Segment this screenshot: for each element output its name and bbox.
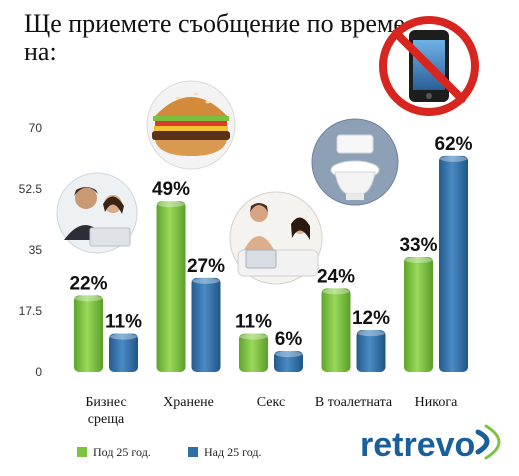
bar-over-25 xyxy=(356,330,386,372)
bar-highlight xyxy=(240,333,267,340)
legend-swatch-under-25 xyxy=(77,447,87,457)
category-label: Никога xyxy=(415,395,458,410)
bar-highlight xyxy=(110,333,137,340)
data-label-over-25: 6% xyxy=(275,329,303,350)
data-label-over-25: 27% xyxy=(187,256,225,277)
bar-highlight xyxy=(357,330,385,337)
category-label: Секс xyxy=(257,395,285,410)
legend-label-under-25: Под 25 год. xyxy=(93,445,151,459)
logo-swoosh xyxy=(475,429,490,455)
y-axis: 0 17.5 35 52.5 70 xyxy=(19,121,43,379)
bar-under-25 xyxy=(74,295,103,372)
bar-over-25 xyxy=(274,351,303,372)
data-label-under-25: 22% xyxy=(69,273,107,294)
chart-title-line-2: на: xyxy=(24,37,57,66)
burger-photo xyxy=(146,80,236,170)
toilet-photo xyxy=(311,118,399,206)
bar-under-25 xyxy=(156,201,186,372)
data-label-under-25: 24% xyxy=(317,266,355,287)
logo-swoosh-accent xyxy=(484,424,501,460)
bar-highlight xyxy=(275,351,302,358)
bar-over-25 xyxy=(439,155,468,372)
category-label: среща xyxy=(88,412,125,427)
y-tick-label: 0 xyxy=(35,365,42,379)
legend: Под 25 год. Над 25 год. xyxy=(77,445,261,459)
data-label-under-25: 11% xyxy=(235,312,272,333)
bar-highlight xyxy=(192,277,220,284)
y-tick-label: 35 xyxy=(29,243,43,257)
bar-under-25 xyxy=(404,256,433,372)
y-tick-label: 70 xyxy=(29,121,43,135)
bar-highlight xyxy=(405,256,432,263)
bar-highlight xyxy=(322,288,350,295)
bar-under-25 xyxy=(321,288,351,372)
bars xyxy=(74,155,468,372)
bar-over-25 xyxy=(109,333,138,372)
category-label: Бизнес xyxy=(85,395,126,410)
data-label-under-25: 49% xyxy=(152,179,190,200)
bar-over-25 xyxy=(191,277,221,372)
y-tick-label: 17.5 xyxy=(19,304,43,318)
data-label-over-25: 11% xyxy=(105,312,142,333)
couple-in-bed-photo xyxy=(229,191,323,285)
chart-title-line-1: Ще приемете съобщение по време xyxy=(24,9,405,38)
data-label-over-25: 12% xyxy=(352,308,390,329)
y-tick-label: 52.5 xyxy=(19,182,43,196)
legend-swatch-over-25 xyxy=(188,447,198,457)
bar-highlight xyxy=(157,201,185,208)
category-label: Хранене xyxy=(163,395,214,410)
bar-highlight xyxy=(75,295,102,302)
bar-under-25 xyxy=(239,333,268,372)
data-label-under-25: 33% xyxy=(399,235,437,256)
bar-highlight xyxy=(440,155,467,162)
businesspeople-photo xyxy=(56,172,138,254)
x-axis: Бизнес среща Хранене Секс В тоалетната Никога xyxy=(85,395,458,427)
data-labels: 22% 49% 11% 24% 33% 11% 27% 6% 12% 62% xyxy=(69,134,472,350)
data-label-over-25: 62% xyxy=(434,134,472,155)
retrevo-logo-text: retrevo xyxy=(360,426,475,464)
retrevo-logo: retrevo xyxy=(360,424,501,464)
legend-label-over-25: Над 25 год. xyxy=(204,445,261,459)
category-label: В тоалетната xyxy=(315,395,393,410)
crossed-out-phone-icon xyxy=(379,16,479,116)
